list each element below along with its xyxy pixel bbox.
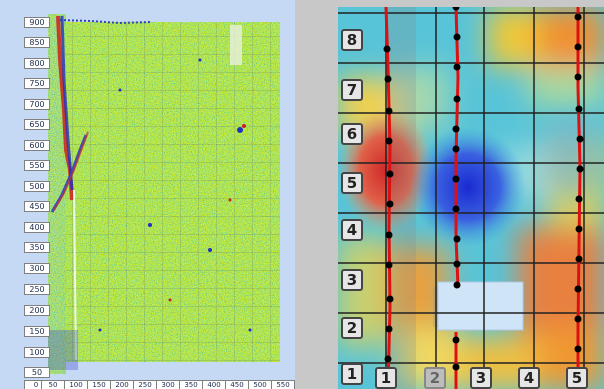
col-label-1[interactable]: 1 [375, 367, 397, 389]
scatter-map-panel: 900 850 800 750 700 650 600 550 500 450 … [0, 0, 295, 389]
empty-cell-region [437, 281, 524, 331]
col-label-5[interactable]: 5 [566, 367, 588, 389]
x-tick-label: 300 [156, 380, 180, 389]
x-tick-label: 100 [64, 380, 88, 389]
y-tick-label: 400 [24, 222, 50, 233]
col-label-3[interactable]: 3 [470, 367, 492, 389]
y-tick-label: 500 [24, 181, 50, 192]
x-tick-label: 200 [110, 380, 134, 389]
x-tick-label: 250 [133, 380, 157, 389]
track-blue [60, 15, 74, 191]
y-tick-label: 600 [24, 140, 50, 151]
x-tick-label: 400 [202, 380, 226, 389]
col-label-4[interactable]: 4 [518, 367, 540, 389]
y-tick-label: 350 [24, 242, 50, 253]
col-label-2[interactable]: 2 [424, 367, 446, 389]
x-tick-label: 50 [41, 380, 65, 389]
y-tick-label: 200 [24, 305, 50, 316]
row-label-8[interactable]: 8 [341, 29, 363, 51]
scatter-map [48, 14, 280, 374]
row-label-4[interactable]: 4 [341, 219, 363, 241]
y-tick-label: 800 [24, 58, 50, 69]
x-tick-label: 350 [179, 380, 203, 389]
y-tick-label: 150 [24, 326, 50, 337]
x-tick-label: 550 [271, 380, 295, 389]
y-tick-label: 650 [24, 119, 50, 130]
row-label-2[interactable]: 2 [341, 317, 363, 339]
y-tick-label: 300 [24, 263, 50, 274]
row-label-6[interactable]: 6 [341, 123, 363, 145]
y-tick-label: 550 [24, 160, 50, 171]
x-tick-label: 150 [87, 380, 111, 389]
heatmap-panel: 8 7 6 5 4 3 2 1 1 2 3 4 5 [338, 7, 604, 389]
grid-lines [338, 7, 604, 389]
row-label-1[interactable]: 1 [341, 363, 363, 385]
row-label-7[interactable]: 7 [341, 79, 363, 101]
y-tick-label: 900 [24, 17, 50, 28]
y-tick-label: 450 [24, 201, 50, 212]
y-tick-label: 100 [24, 347, 50, 358]
y-tick-label: 700 [24, 99, 50, 110]
y-tick-label: 50 [24, 367, 50, 378]
y-tick-label: 250 [24, 284, 50, 295]
heatmap [338, 7, 604, 389]
x-tick-label: 450 [225, 380, 249, 389]
x-tick-label: 500 [248, 380, 272, 389]
trace-markers [383, 7, 584, 371]
y-tick-label: 850 [24, 37, 50, 48]
blue-hotspot [410, 127, 526, 247]
row-label-3[interactable]: 3 [341, 269, 363, 291]
row-label-5[interactable]: 5 [341, 172, 363, 194]
y-tick-label: 750 [24, 78, 50, 89]
